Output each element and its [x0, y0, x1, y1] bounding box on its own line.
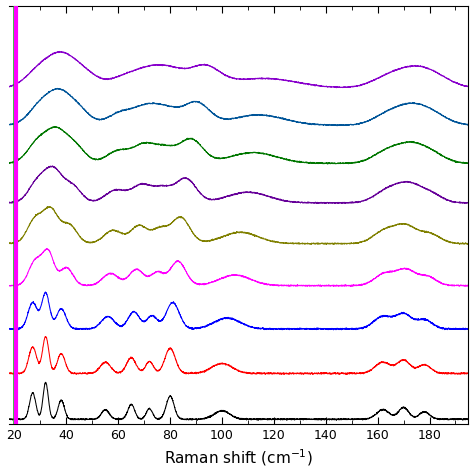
X-axis label: Raman shift (cm$^{-1}$): Raman shift (cm$^{-1}$) [164, 448, 313, 468]
